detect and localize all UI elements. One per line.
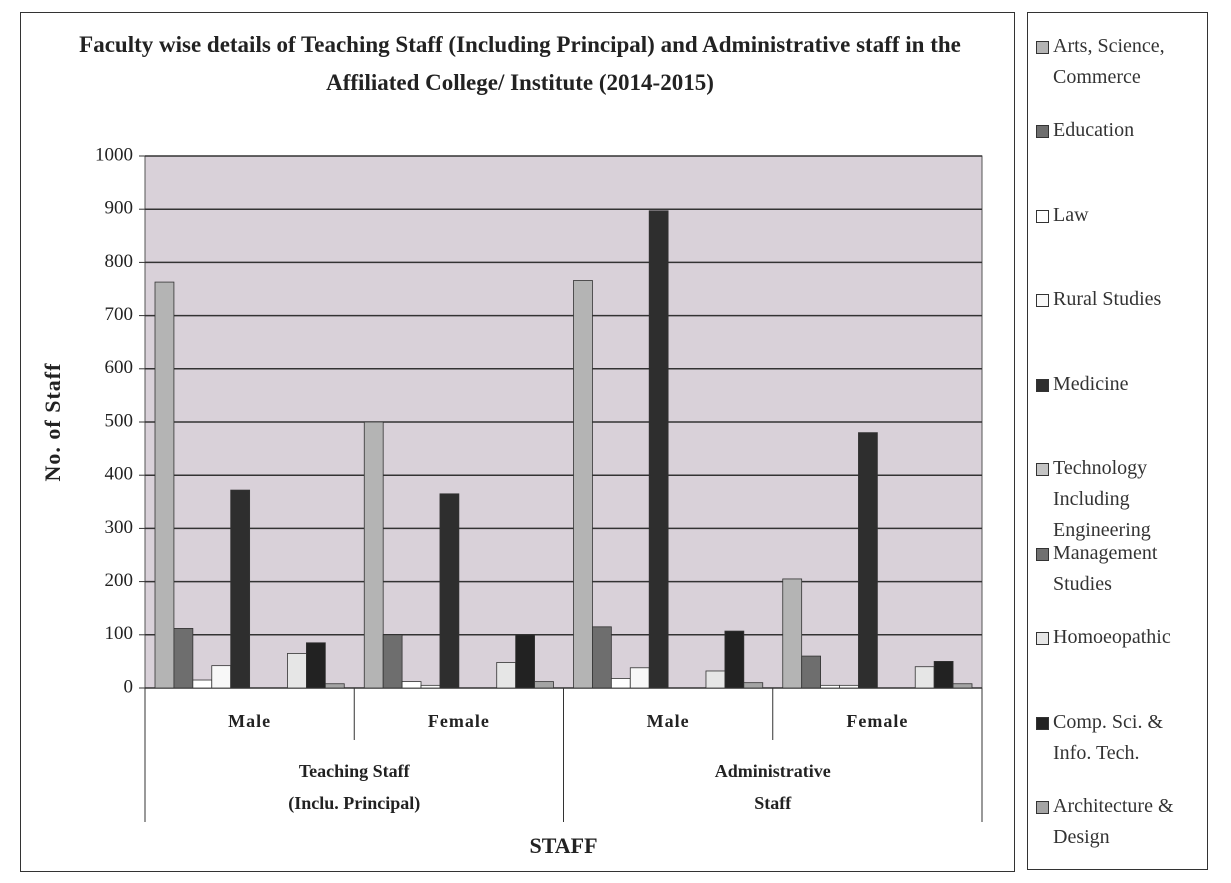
x-axis-label: STAFF [529, 833, 597, 858]
bar [515, 634, 535, 689]
legend-label: Education [1053, 119, 1135, 142]
y-axis-label: No. of Staff [40, 363, 65, 482]
legend-swatch [1036, 632, 1049, 646]
legend-label: Arts, Science, Commerce [1053, 35, 1165, 88]
legend-swatch [1036, 294, 1049, 308]
legend-swatch [1036, 800, 1049, 814]
legend-swatch [1036, 378, 1049, 392]
bar [173, 628, 194, 689]
bar [782, 578, 803, 689]
legend-swatch [1036, 41, 1049, 54]
bar [610, 678, 631, 689]
legend-item: Law [1036, 200, 1203, 270]
bar [534, 681, 554, 689]
bar [592, 626, 612, 689]
y-tick-label: 1000 [95, 144, 133, 165]
legend-item: Arts, Science, Commerce [1036, 31, 1203, 101]
chart-frame [20, 12, 1015, 872]
x-tick-label: Male [647, 711, 690, 731]
legend-item: Education [1036, 115, 1203, 185]
legend-item: Management Studies [1036, 538, 1203, 608]
legend-label: Medicine [1053, 372, 1129, 395]
x-tick-label: Male [228, 711, 271, 731]
bar [933, 661, 954, 689]
legend-label: Technology Including Engineering [1053, 457, 1151, 542]
y-tick-label: 400 [105, 464, 134, 485]
group-label: Teaching Staff [299, 761, 411, 781]
legend-swatch [1036, 209, 1049, 223]
bar [705, 670, 726, 689]
bar [914, 666, 935, 689]
bar [363, 421, 384, 689]
bar [401, 681, 422, 689]
legend-item: Medicine [1036, 369, 1203, 439]
bar [839, 684, 859, 689]
bar [324, 683, 345, 689]
legend-label: Homoeopathic [1053, 626, 1171, 649]
bar [439, 493, 460, 689]
legend-item: Rural Studies [1036, 284, 1203, 354]
bar [648, 210, 669, 689]
group-label: Administrative [715, 761, 831, 781]
bar [192, 679, 213, 689]
y-tick-label: 100 [105, 623, 134, 644]
legend-label: Architecture & Design [1053, 794, 1174, 848]
y-tick-label: 800 [105, 251, 134, 272]
legend-item: Architecture & Design [1036, 791, 1203, 861]
y-tick-label: 300 [105, 517, 134, 538]
bar [820, 684, 840, 689]
bar [382, 634, 403, 689]
bar [573, 280, 593, 689]
group-label: Staff [754, 793, 792, 813]
legend-item: Comp. Sci. & Info. Tech. [1036, 707, 1203, 777]
x-tick-label: Female [428, 711, 490, 731]
legend-label: Comp. Sci. & Info. Tech. [1053, 710, 1164, 764]
legend-item: Homoeopathic [1036, 622, 1203, 692]
legend: Arts, Science, Commerce Education Law Rural… [1027, 12, 1208, 870]
bar [801, 655, 821, 689]
bar [724, 630, 745, 689]
group-label: (Inclu. Principal) [288, 793, 420, 814]
y-tick-label: 700 [105, 304, 134, 325]
legend-swatch [1036, 547, 1049, 561]
legend-label: Rural Studies [1053, 288, 1162, 311]
bar [952, 683, 973, 689]
y-tick-label: 900 [105, 198, 134, 219]
legend-swatch [1036, 125, 1049, 139]
bar [629, 667, 650, 689]
legend-swatch [1036, 716, 1049, 730]
bar [211, 665, 232, 689]
x-tick-label: Female [846, 711, 908, 731]
chart-title: Faculty wise details of Teaching Staff (… [79, 32, 961, 95]
legend-swatch [1036, 463, 1049, 477]
legend-label: Law [1053, 203, 1089, 226]
bar [287, 653, 307, 689]
bar [305, 642, 326, 689]
bar [743, 682, 764, 689]
bar [496, 662, 517, 689]
y-tick-label: 600 [105, 357, 134, 378]
y-tick-label: 200 [105, 570, 134, 591]
bar [858, 432, 878, 689]
legend-item: Technology Including Engineering [1036, 453, 1203, 541]
bar [154, 281, 175, 689]
bar [230, 489, 251, 689]
y-tick-label: 500 [105, 410, 134, 431]
legend-label: Management Studies [1053, 541, 1158, 595]
bar [420, 684, 441, 689]
y-tick-label: 0 [124, 676, 134, 697]
